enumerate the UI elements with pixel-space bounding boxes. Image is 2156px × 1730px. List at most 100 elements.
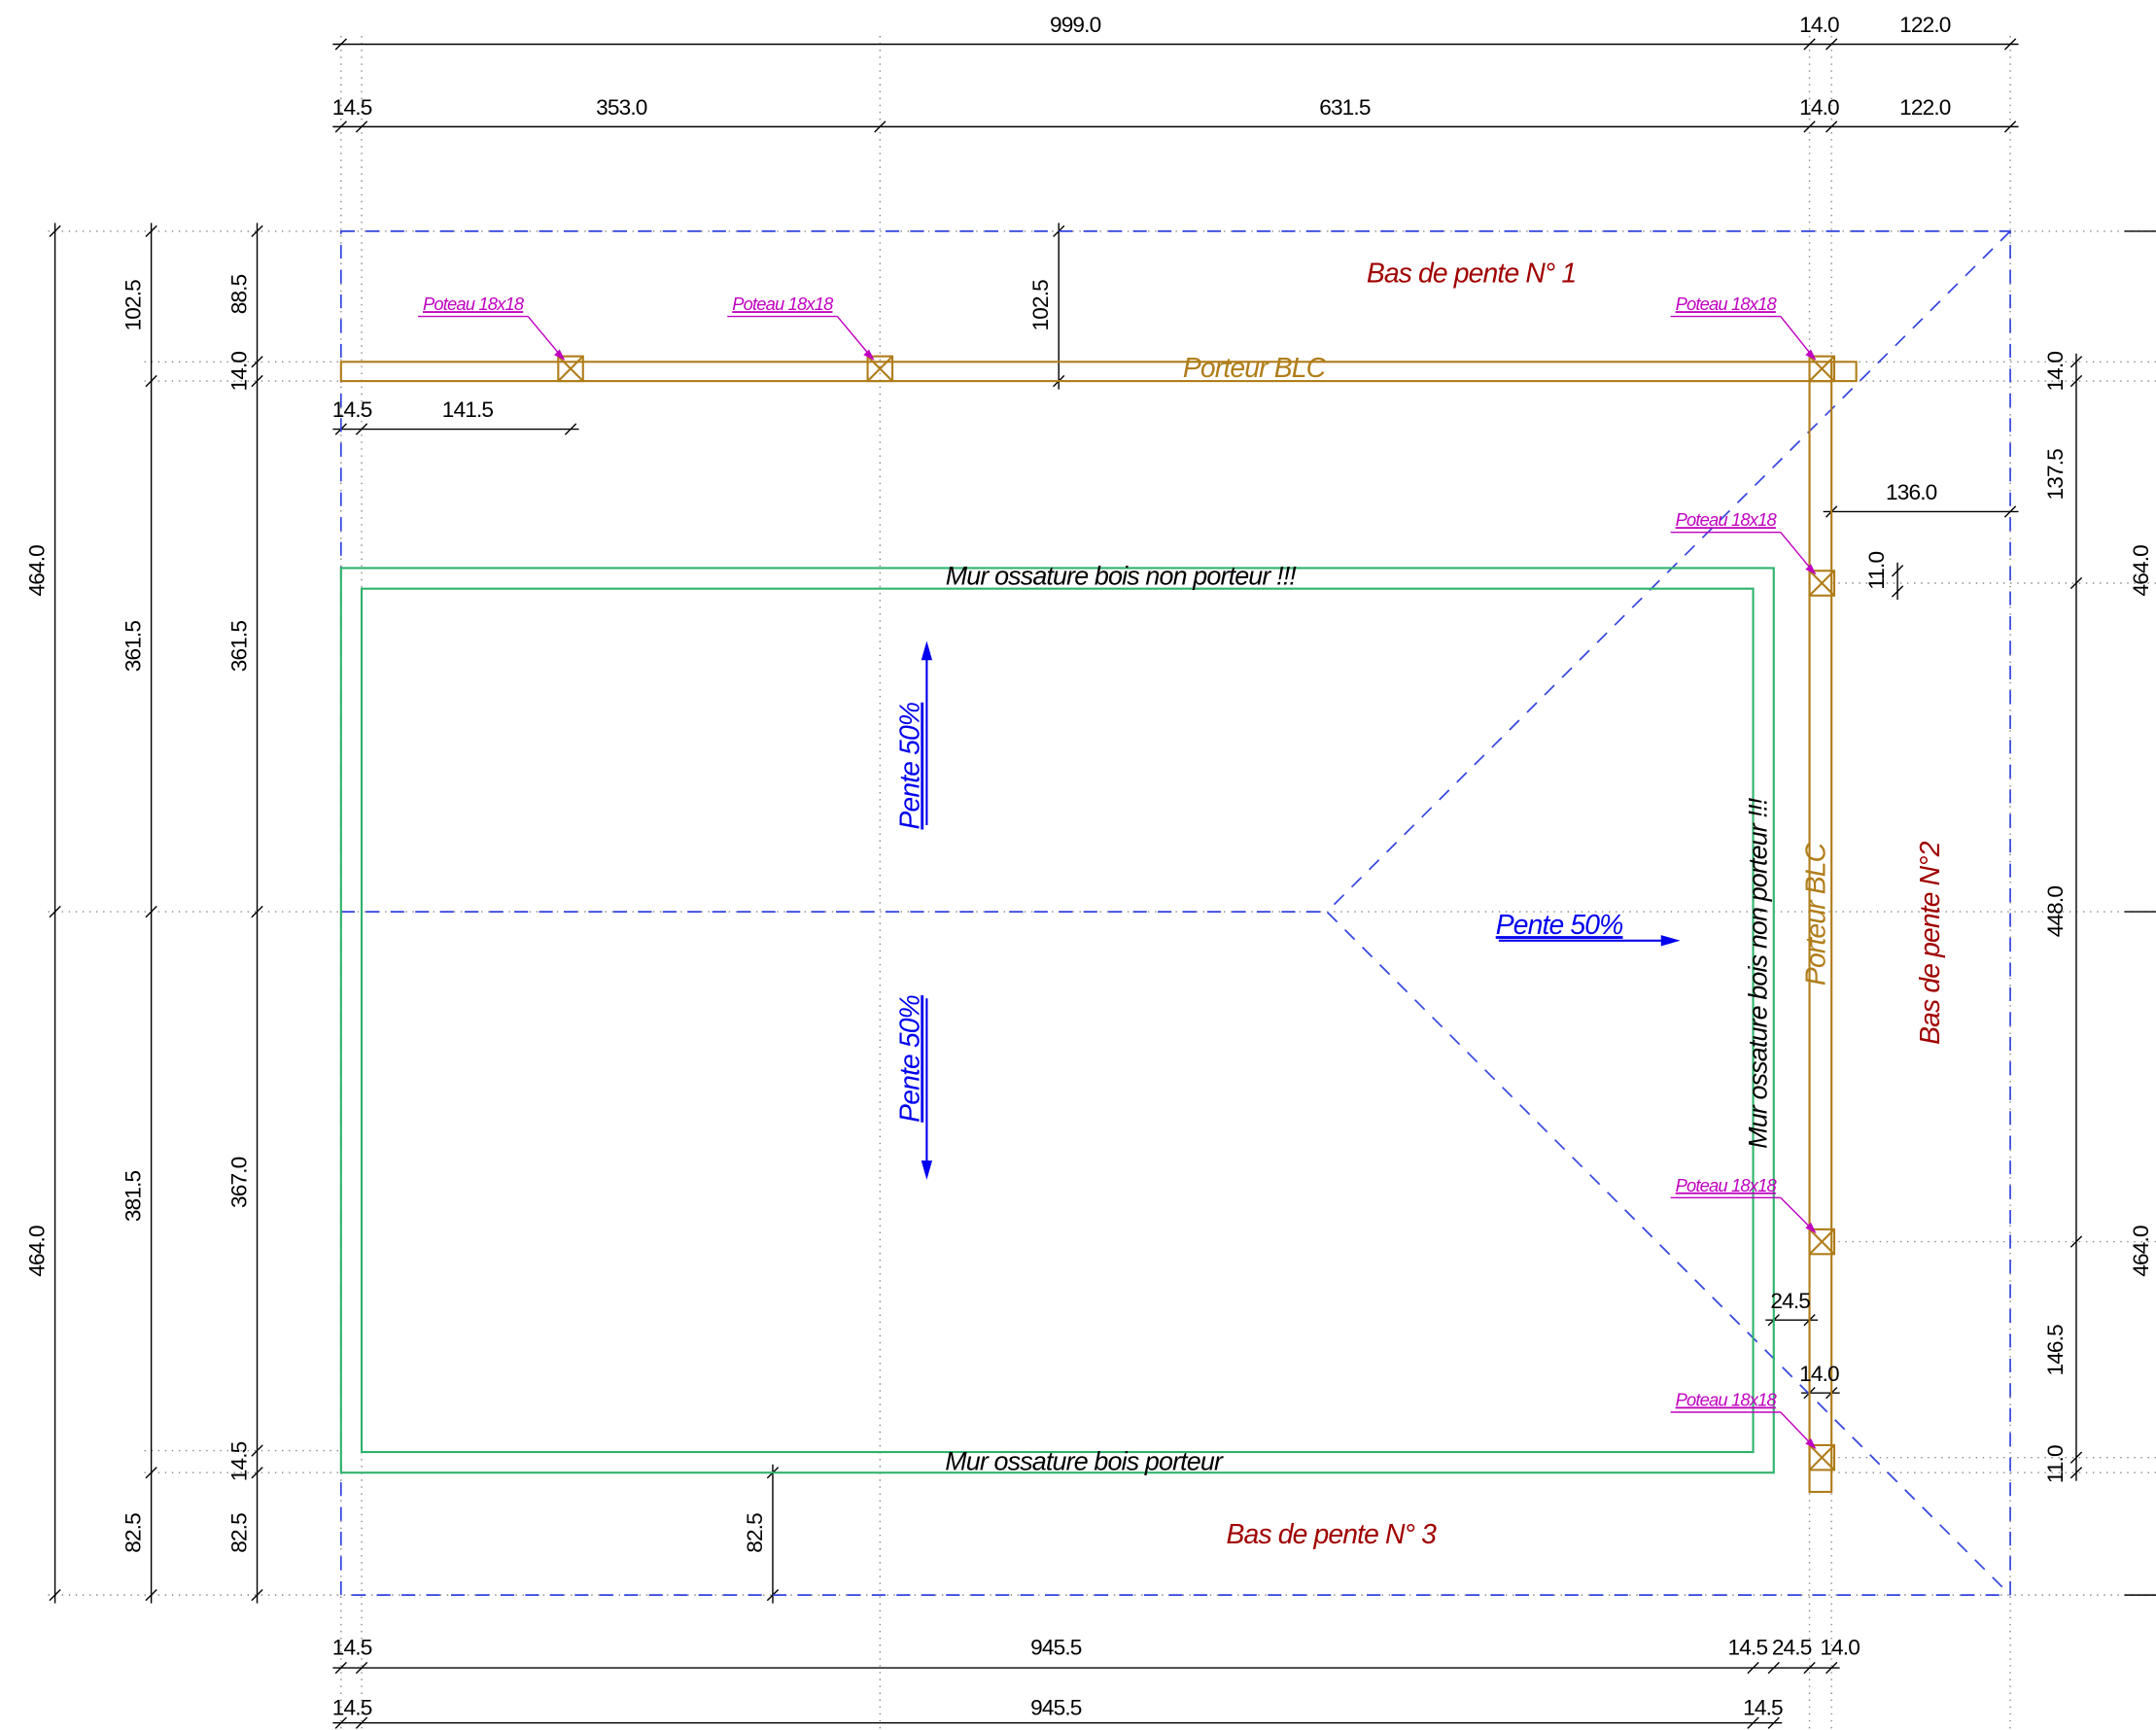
dimension-label: 14.5 [1728,1635,1768,1659]
leader-arrow [1805,1222,1817,1234]
dimension-tick [1803,1661,1816,1675]
slope-label: Pente 50% [893,703,924,830]
beam-label: Porteur BLC [1183,352,1327,383]
post [557,355,584,383]
dimension-tick [334,121,347,133]
leader-line [1780,316,1815,359]
dimension-tick [145,1467,157,1479]
dimension-tick [334,1716,347,1729]
dimension-label: 14.5 [332,1635,372,1659]
dimension-label: 82.5 [122,1513,146,1553]
dimension-tick [1747,1661,1759,1675]
post-cross [1808,570,1835,597]
dimension-tick [2069,356,2083,368]
dimension-label: 122.0 [1899,13,1951,37]
dimension-label: 14.5 [332,1696,372,1720]
dimension-label: 11.0 [2043,1445,2068,1483]
dimension-tick [355,423,368,435]
post [866,355,894,383]
dimension-tick [251,356,263,368]
dimension-label: 14.5 [1743,1696,1783,1720]
dimension-tick [1826,38,1838,51]
post-cross [1808,1444,1835,1471]
dimension-tick [251,905,263,918]
dimension-label: 464.0 [2129,545,2153,597]
post-label: Poteau 18x18 [1676,294,1778,314]
wall-inner [360,587,1755,1454]
dimension-label: 14.5 [227,1441,252,1481]
slope-label: Pente 50% [893,995,924,1123]
dimension-label: 14.0 [1799,95,1839,120]
post-cross [866,355,893,382]
dimension-label: 88.5 [227,274,252,314]
dimension-label: 945.5 [1030,1696,1082,1720]
leader-arrow [1805,564,1817,575]
beam-end [1830,361,1858,383]
dimension-label: 945.5 [1030,1635,1082,1659]
dimension-tick [251,1444,263,1457]
dimension-label: 122.0 [1899,95,1951,120]
post [1808,1228,1836,1256]
post-label: Poteau 18x18 [423,294,525,314]
dimension-label: 464.0 [25,1226,50,1277]
beam-label: Porteur BLC [1799,842,1830,986]
dimension-label: 82.5 [227,1513,252,1553]
dimension-label: 361.5 [227,621,252,673]
wall-label: Mur ossature bois porteur [945,1446,1224,1475]
dimension-tick [2069,1451,2083,1464]
dimension-tick [1803,38,1816,51]
dimension-tick [874,121,887,133]
dimension-label: 353.0 [596,95,647,120]
dimension-label: 14.5 [332,95,372,120]
post-cross [557,355,584,382]
leader-line [1780,1411,1815,1447]
arrow-head [921,640,933,661]
post-label: Poteau 18x18 [1676,509,1778,530]
dimension-label: 82.5 [743,1513,767,1553]
dimension-tick [1891,585,1904,598]
dimension-tick [2003,38,2017,51]
dimension-tick [1803,121,1816,133]
dimension-label: 146.5 [2043,1325,2068,1376]
dimension-tick [2003,505,2017,518]
post-label: Poteau 18x18 [1676,1175,1778,1195]
dimension-tick [251,1467,263,1479]
dimension-label: 367.0 [227,1157,252,1208]
dimension-tick [1767,1661,1780,1675]
dimension-label: 464.0 [2129,1226,2153,1277]
post-cross [1808,355,1835,382]
dimension-label: 24.5 [1770,1289,1810,1313]
post [1808,355,1836,383]
dimension-tick [251,1588,263,1602]
dimension-tick [49,1588,61,1602]
dimension-tick [145,374,157,388]
dimension-tick [2069,1467,2083,1479]
wall-label: Mur ossature bois non porteur !!! [1744,797,1773,1149]
dimension-tick [145,1588,157,1602]
hip-line [1325,230,2011,1596]
dimension-tick [251,225,263,238]
post-cross [1808,1228,1835,1256]
dimension-tick [2069,576,2083,590]
dimension-label: 24.5 [1772,1635,1812,1659]
post [1808,570,1836,597]
dimension-tick [1767,1716,1780,1729]
dimension-label: 137.5 [2043,449,2068,501]
dimension-label: 631.5 [1319,95,1371,120]
dimension-tick [2069,1235,2083,1248]
dimension-tick [334,1661,347,1675]
dimension-tick [145,905,157,918]
dimension-label: 464.0 [25,545,50,597]
dimension-tick [355,121,368,133]
leader-line [527,316,564,359]
beam [339,361,1833,383]
leader-arrow [554,349,566,361]
dimension-label: 448.0 [2043,886,2068,938]
dimension-label: 14.5 [332,398,372,422]
arrow-head [1660,935,1681,947]
wall-label: Mur ossature bois non porteur !!! [946,561,1298,590]
leader-arrow [863,349,875,361]
dimension-tick [1826,1661,1838,1675]
leader-line [1780,532,1815,573]
slope-label: Pente 50% [1496,909,1623,940]
